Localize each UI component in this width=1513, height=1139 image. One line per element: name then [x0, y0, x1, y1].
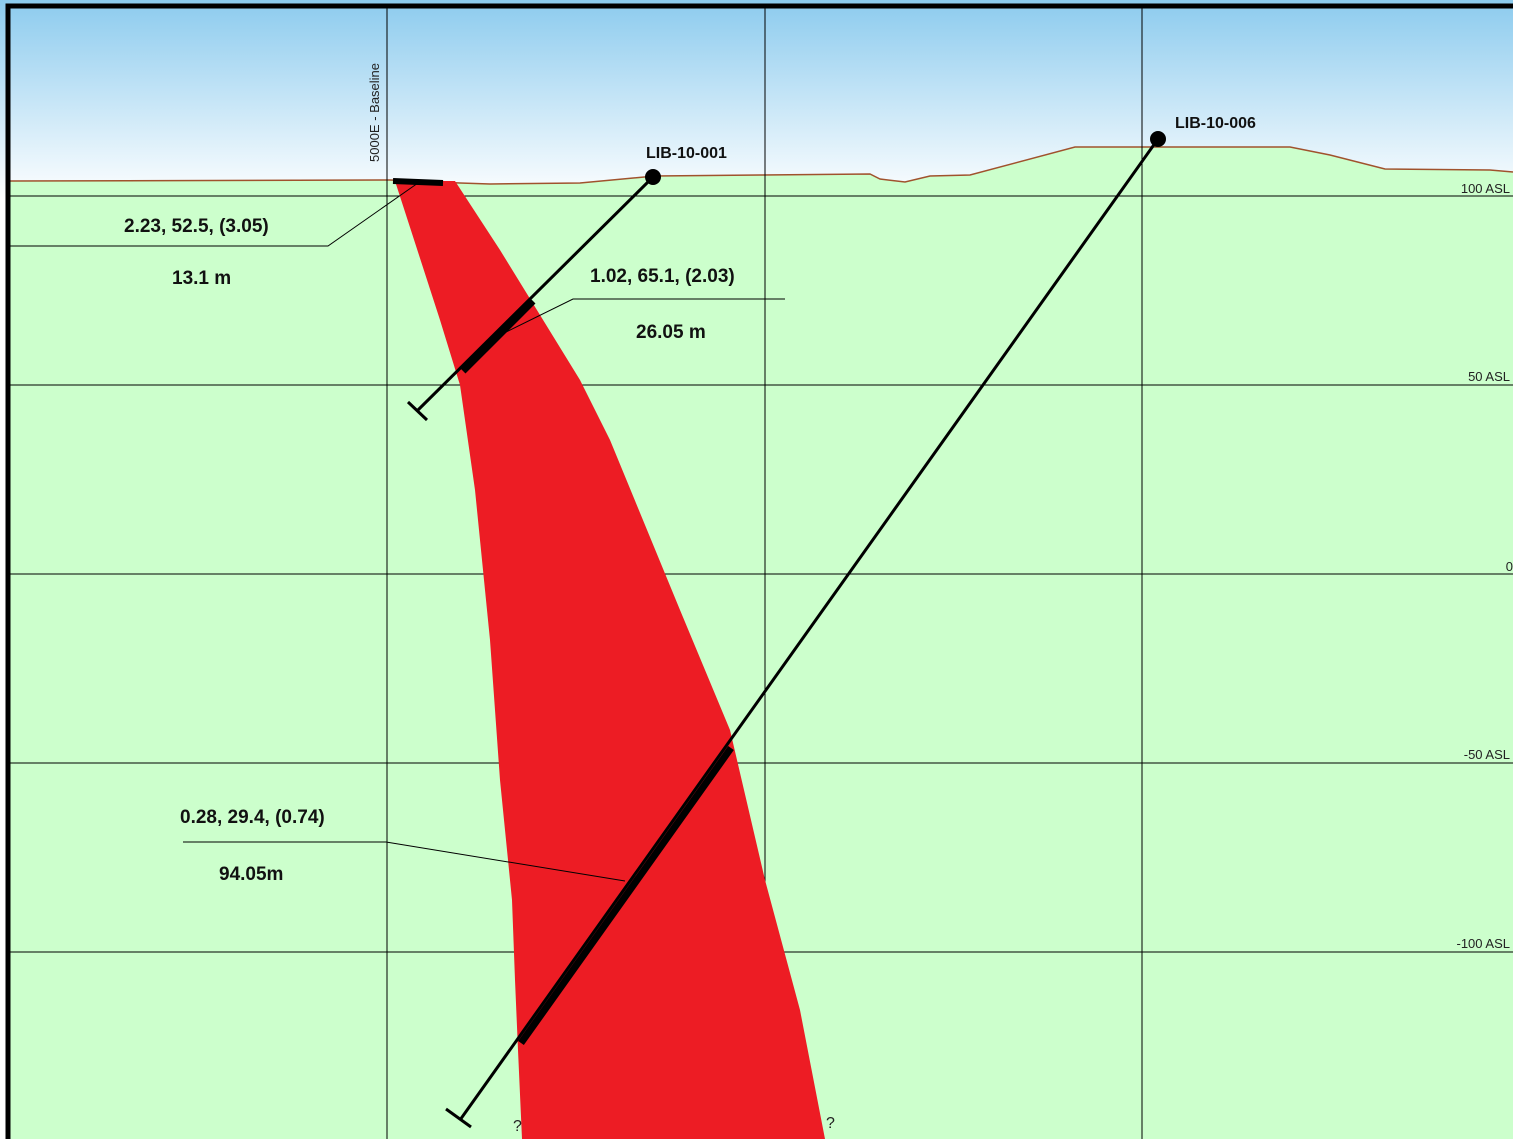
intercept-grade: 2.23, 52.5, (3.05)	[124, 216, 269, 237]
elevation-label: 50 ASL	[1468, 369, 1510, 384]
intercept-grade: 1.02, 65.1, (2.03)	[590, 266, 735, 287]
leader-line	[10, 182, 419, 247]
uncertainty-mark: ?	[513, 1118, 522, 1135]
elevation-label: 0	[1506, 559, 1513, 574]
elevation-label: -50 ASL	[1464, 747, 1510, 762]
drill-trace-lib-10-001	[416, 175, 655, 412]
intercept-length: 13.1 m	[172, 268, 231, 289]
hole-label: LIB-10-006	[1175, 115, 1256, 132]
intercept-length: 26.05 m	[636, 322, 706, 343]
intercept-segment	[518, 745, 734, 1046]
ground	[10, 147, 1513, 1139]
leader-line	[183, 841, 626, 882]
mineralized-zone	[395, 181, 825, 1139]
collar-marker	[645, 169, 661, 185]
drill-trace-lib-10-006	[458, 138, 1160, 1121]
hole-end-marker	[406, 400, 429, 422]
elevation-label: -100 ASL	[1457, 936, 1511, 951]
elevation-label: 100 ASL	[1461, 181, 1510, 196]
baseline-label: 5000E - Baseline	[367, 63, 382, 162]
hole-label: LIB-10-001	[646, 145, 727, 162]
intercept-grade: 0.28, 29.4, (0.74)	[180, 807, 325, 828]
frame	[5, 3, 1513, 1139]
intercept-length: 94.05m	[219, 864, 283, 885]
intercept-segment	[392, 178, 444, 186]
collar-marker	[1150, 131, 1166, 147]
hole-end-marker	[445, 1107, 472, 1129]
topography-line	[9, 146, 1513, 185]
uncertainty-mark: ?	[826, 1115, 835, 1132]
leader-line	[497, 298, 785, 337]
